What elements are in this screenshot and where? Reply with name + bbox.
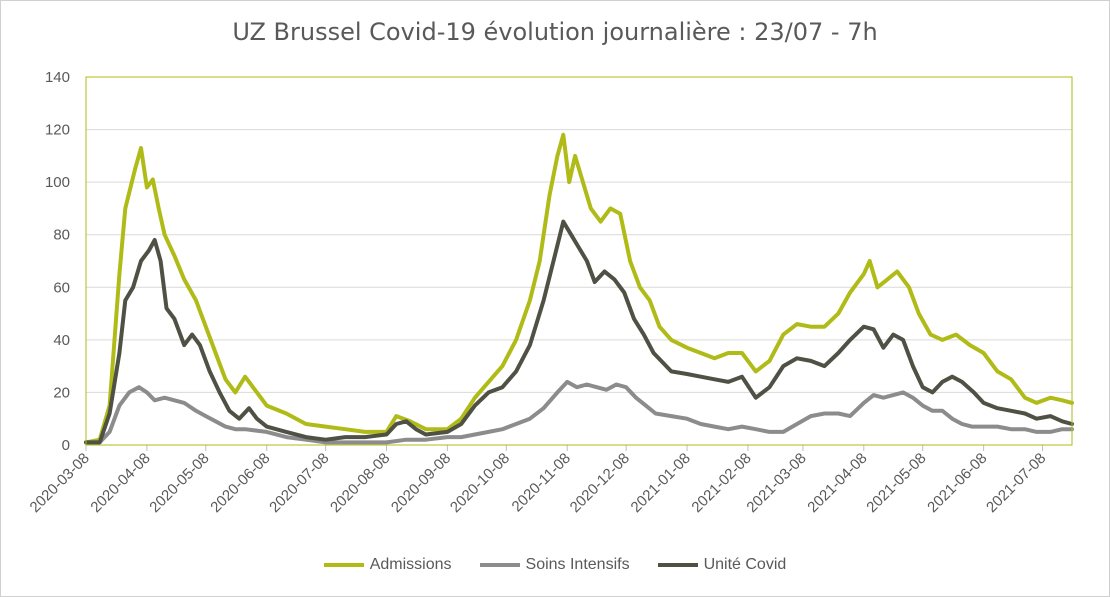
x-tick-label: 2020-11-08 (509, 450, 574, 515)
legend-swatch (479, 563, 520, 567)
x-tick-label: 2020-03-08 (27, 450, 93, 516)
legend-label: Admissions (369, 556, 452, 573)
x-tick-label: 2020-05-08 (146, 450, 212, 516)
x-tick-label: 2020-07-08 (266, 450, 332, 516)
legend-swatch (323, 563, 364, 567)
y-tick-label: 60 (53, 279, 70, 296)
x-tick-label: 2020-04-08 (87, 450, 153, 516)
series-line-0 (84, 132, 1074, 445)
y-tick-label: 0 (62, 437, 70, 454)
x-tick-label: 2020-12-08 (567, 450, 633, 516)
x-tick-label: 2021-03-08 (743, 450, 809, 516)
x-tick-label: 2021-06-08 (924, 450, 990, 516)
legend: Admissions Soins Intensifs Unité Covid (0, 556, 1110, 574)
legend-swatch (657, 563, 698, 567)
x-tick-label: 2020-09-08 (388, 450, 454, 516)
series-line-2 (84, 219, 1074, 445)
legend-label: Soins Intensifs (525, 556, 630, 573)
y-tick-label: 20 (53, 384, 70, 401)
legend-item: Unité Covid (657, 556, 787, 574)
series-lines (84, 132, 1074, 445)
x-tick-label: 2020-06-08 (207, 450, 273, 516)
y-axis-ticks: 0 20 40 60 80 100 120 140 (45, 69, 70, 454)
x-tick-label: 2021-01-08 (628, 450, 694, 516)
x-tick-label: 2020-10-08 (447, 450, 513, 516)
x-axis-ticks: 2020-03-082020-04-082020-05-082020-06-08… (27, 444, 1072, 516)
x-tick-label: 2020-08-08 (327, 450, 393, 516)
y-tick-label: 80 (53, 227, 70, 244)
chart-title: UZ Brussel Covid-19 évolution journalièr… (232, 18, 878, 46)
legend-item: Soins Intensifs (479, 556, 630, 574)
x-tick-label: 2021-05-08 (863, 450, 929, 516)
plot-area-border (85, 76, 1073, 446)
y-tick-label: 100 (45, 174, 70, 191)
y-tick-label: 120 (45, 122, 70, 139)
gridlines (86, 129, 1072, 393)
y-tick-label: 140 (45, 69, 70, 86)
x-tick-label: 2021-04-08 (804, 450, 870, 516)
x-tick-label: 2021-07-08 (983, 450, 1049, 516)
legend-item: Admissions (323, 556, 452, 574)
y-tick-label: 40 (53, 332, 70, 349)
series-line-1 (84, 379, 1074, 445)
legend-label: Unité Covid (703, 556, 787, 573)
